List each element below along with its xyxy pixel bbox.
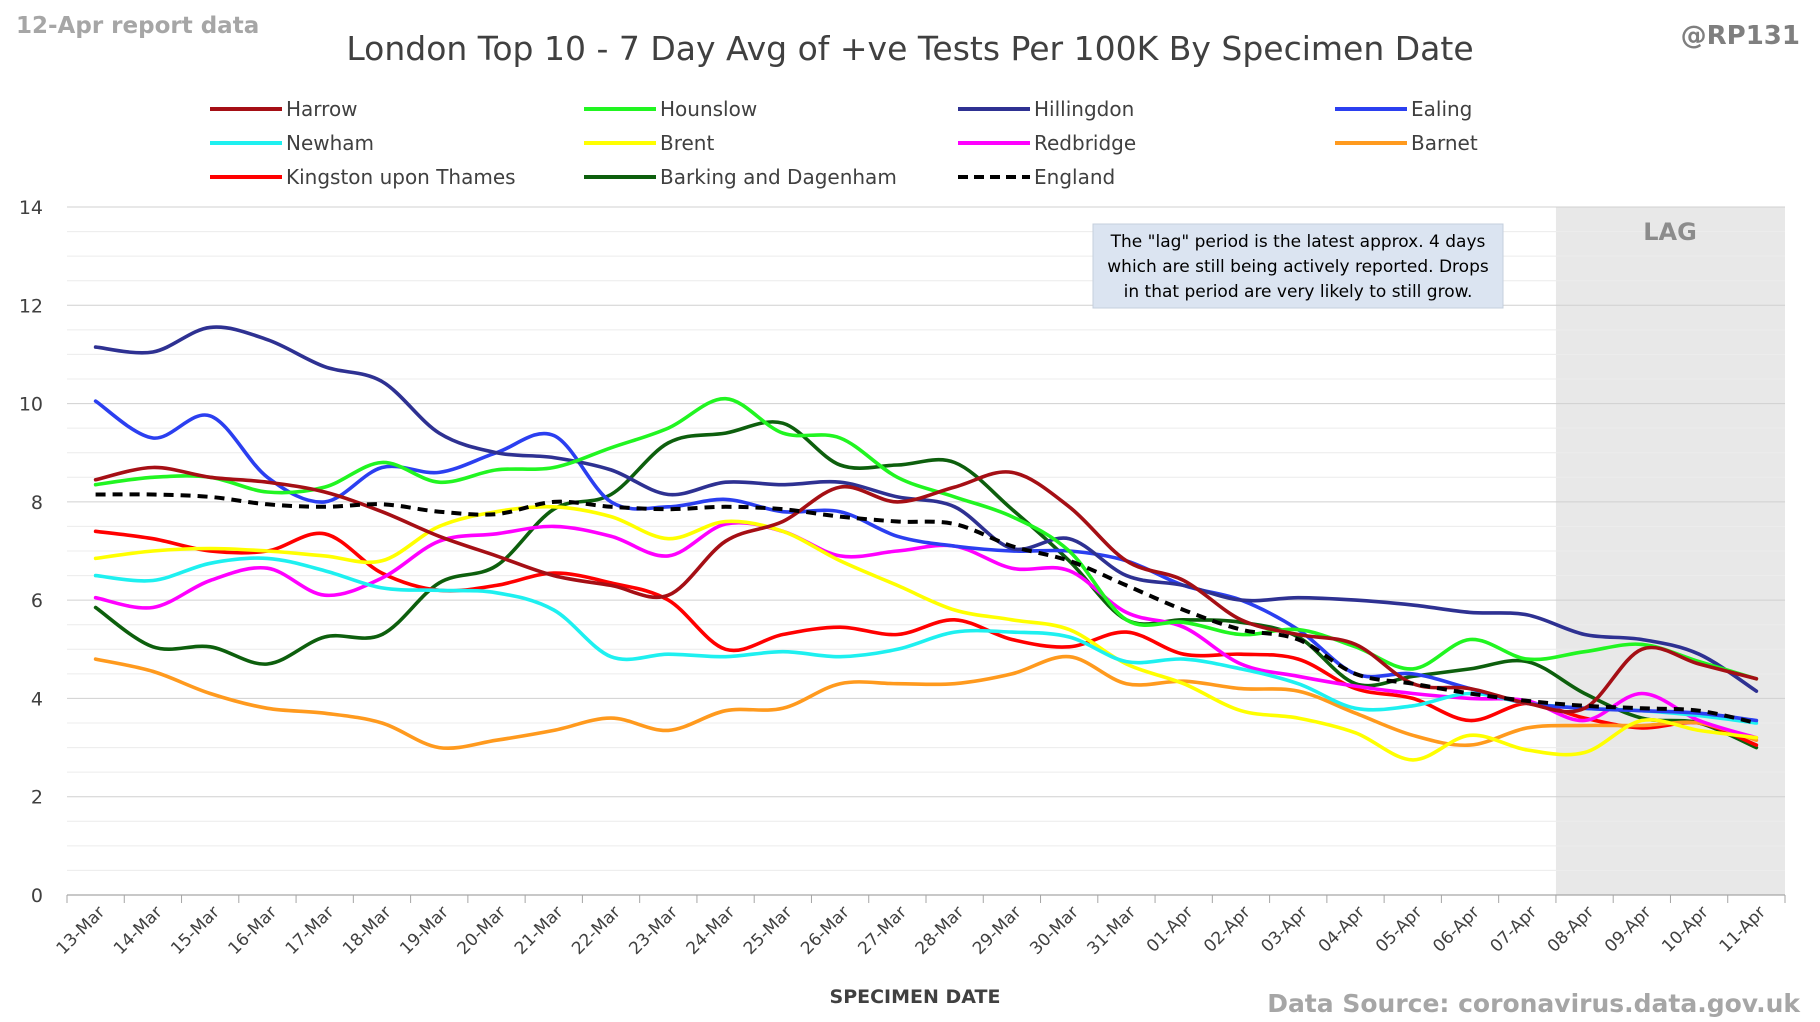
x-axis-title: SPECIMEN DATE — [830, 986, 1001, 1008]
legend-label-brent: Brent — [660, 131, 714, 155]
y-tick-label: 12 — [19, 295, 43, 317]
series-line-harrow — [93, 465, 1759, 714]
annotation-line-3: in that period are very likely to still … — [1124, 282, 1473, 302]
legend-label-redbridge: Redbridge — [1034, 131, 1136, 155]
legend-label-kingston-upon-thames: Kingston upon Thames — [286, 165, 516, 189]
y-tick-label: 6 — [31, 590, 43, 612]
annotation-line-2: which are still being actively reported.… — [1107, 257, 1489, 277]
legend-label-hillingdon: Hillingdon — [1034, 97, 1134, 121]
annotation-line-1: The "lag" period is the latest approx. 4… — [1110, 232, 1486, 252]
y-tick-label: 2 — [31, 787, 43, 809]
series-line-hillingdon — [93, 325, 1759, 693]
series-lines — [93, 325, 1759, 762]
legend-label-harrow: Harrow — [286, 97, 358, 121]
legend-label-barking-and-dagenham: Barking and Dagenham — [660, 165, 897, 189]
legend-label-barnet: Barnet — [1411, 131, 1478, 155]
report-date-label: 12-Apr report data — [16, 13, 259, 39]
y-tick-label: 4 — [31, 688, 43, 710]
series-line-hounslow — [93, 396, 1759, 681]
series-line-england — [95, 492, 1757, 725]
y-tick-label: 8 — [31, 492, 43, 514]
annotation-background — [1092, 223, 1504, 309]
series-line-redbridge — [93, 520, 1759, 740]
lag-label: LAG — [1643, 218, 1697, 246]
lag-annotation: The "lag" period is the latest approx. 4… — [1092, 223, 1504, 309]
series-line-brent — [93, 504, 1759, 762]
legend-label-newham: Newham — [286, 131, 374, 155]
author-handle: @RP131 — [1681, 21, 1800, 51]
legend-label-ealing: Ealing — [1411, 97, 1472, 121]
legend: Harrow Hounslow Hillingdon Ealing Newham Bren… — [210, 97, 1478, 189]
legend-label-hounslow: Hounslow — [660, 97, 757, 121]
y-tick-label: 0 — [31, 885, 43, 907]
y-tick-label: 10 — [19, 394, 43, 416]
series-line-barking-and-dagenham — [93, 420, 1759, 750]
data-source-label: Data Source: coronavirus.data.gov.uk — [1267, 989, 1801, 1018]
y-tick-label: 14 — [19, 197, 43, 219]
legend-label-england: England — [1034, 165, 1115, 189]
chart-title: London Top 10 - 7 Day Avg of +ve Tests P… — [346, 29, 1473, 68]
series-line-kingston-upon-thames — [93, 529, 1759, 747]
series-line-barnet — [93, 654, 1759, 751]
